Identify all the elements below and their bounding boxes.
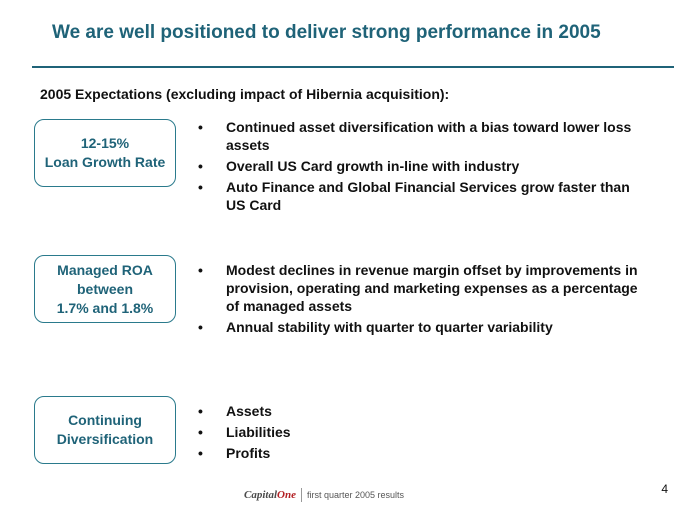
bullet-item: • Overall US Card growth in-line with ind…	[198, 158, 520, 174]
bullet-dot-icon: •	[198, 119, 203, 135]
bullet-dot-icon: •	[198, 262, 203, 278]
bullet-dot-icon: •	[198, 158, 203, 174]
bullet-dot-icon: •	[198, 445, 203, 461]
label-line: Diversification	[56, 431, 154, 447]
bullet-item: • Liabilities	[198, 424, 291, 440]
bullet-dot-icon: •	[198, 424, 203, 440]
bullet-item: • Modest declines in revenue margin offse…	[198, 262, 638, 314]
slide-title: We are well positioned to deliver strong…	[52, 22, 601, 43]
bullet-dot-icon: •	[198, 319, 203, 335]
label-box-diversification: Continuing Diversification	[34, 396, 176, 464]
page-number: 4	[661, 482, 668, 496]
label-box-loan-growth: 12-15% Loan Growth Rate	[34, 119, 176, 187]
label-line: 12-15%	[80, 135, 130, 151]
bullet-item: • Assets	[198, 403, 272, 419]
label-line: Loan Growth Rate	[44, 154, 166, 170]
slide-footer: CapitalOne first quarter 2005 results	[244, 488, 404, 502]
bullet-list-managed-roa: • Modest declines in revenue margin offse…	[198, 261, 648, 339]
footer-divider	[300, 488, 302, 502]
label-line: between	[76, 280, 133, 297]
bullet-list-diversification: • Assets • Liabilities • Profits	[198, 402, 648, 465]
label-line: Managed ROA	[57, 261, 153, 278]
slide-subtitle: 2005 Expectations (excluding impact of H…	[40, 86, 450, 102]
footer-text: first quarter 2005 results	[306, 490, 405, 500]
title-divider	[32, 66, 674, 68]
bullet-dot-icon: •	[198, 403, 203, 419]
capital-one-logo: CapitalOne	[244, 489, 296, 501]
bullet-dot-icon: •	[198, 179, 203, 195]
bullet-list-loan-growth: • Continued asset diversification with a …	[198, 118, 648, 217]
bullet-item: • Continued asset diversification with a …	[198, 119, 632, 153]
bullet-item: • Profits	[198, 445, 271, 461]
label-box-managed-roa: Managed ROA between 1.7% and 1.8%	[34, 255, 176, 323]
label-line: Continuing	[68, 412, 142, 428]
bullet-item: • Annual stability with quarter to quarte…	[198, 319, 553, 335]
bullet-item: • Auto Finance and Global Financial Servi…	[198, 179, 630, 213]
label-line: 1.7% and 1.8%	[56, 299, 154, 316]
